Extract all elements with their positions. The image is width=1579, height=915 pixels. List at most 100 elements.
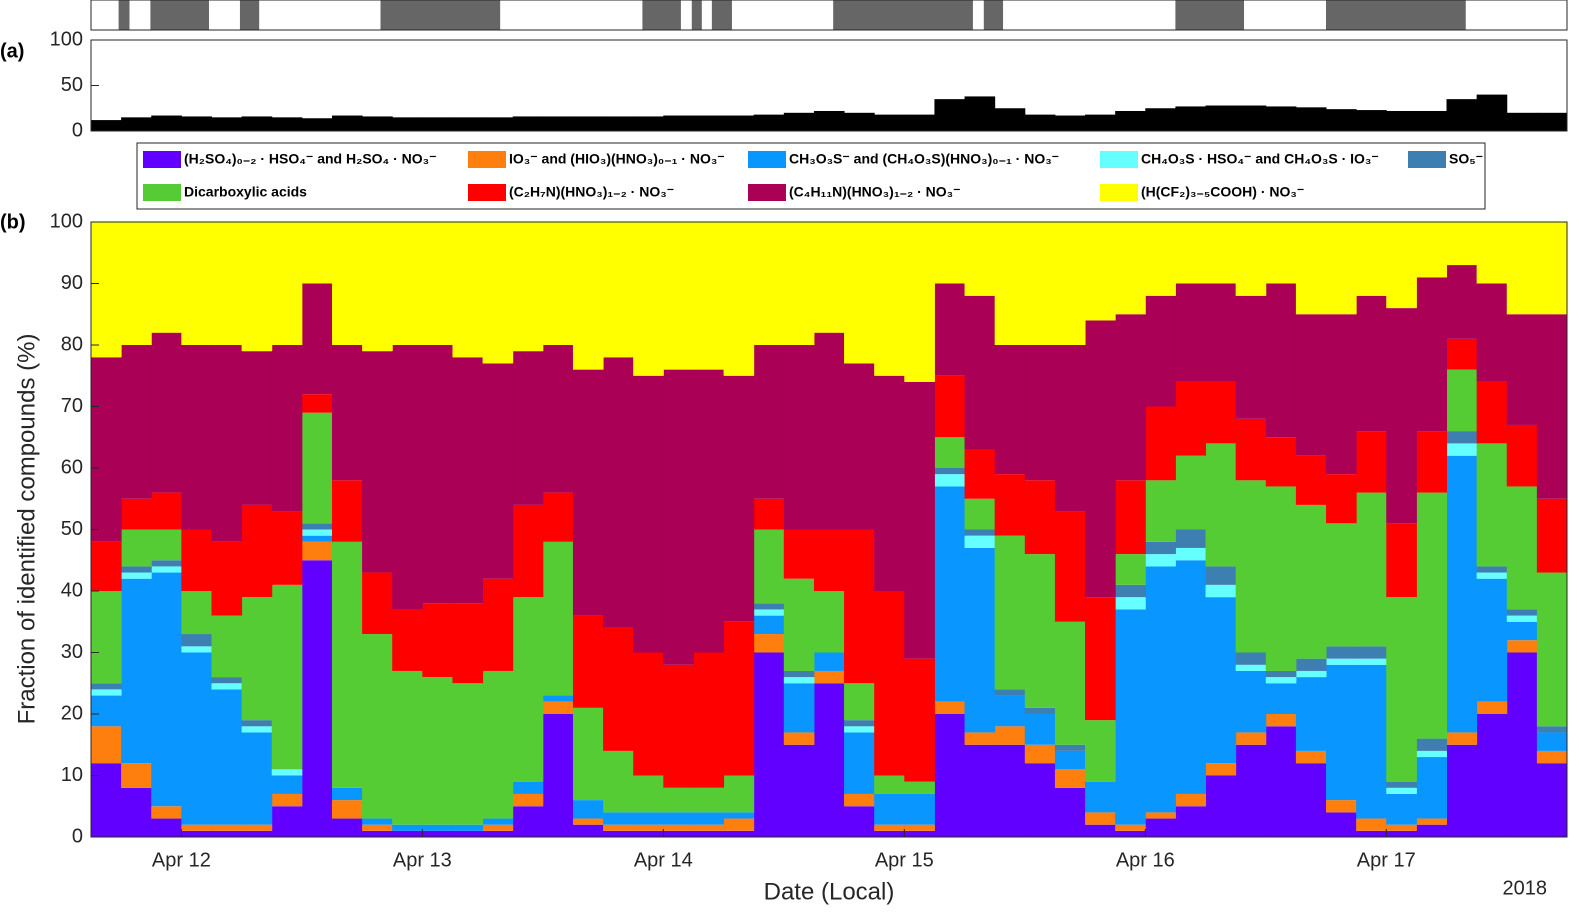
bar-segment bbox=[151, 492, 182, 530]
bar-segment bbox=[482, 670, 514, 819]
bar-segment bbox=[1235, 732, 1267, 745]
bar-segment bbox=[482, 578, 514, 671]
bar-segment bbox=[1145, 818, 1176, 837]
bar-segment bbox=[753, 222, 785, 345]
bar-segment bbox=[91, 689, 122, 696]
bar-segment bbox=[211, 677, 243, 684]
bar-segment bbox=[121, 498, 152, 530]
bar bbox=[422, 117, 453, 131]
bar-segment bbox=[331, 480, 363, 542]
interval bbox=[691, 0, 702, 30]
bar-segment bbox=[874, 775, 905, 794]
bar-segment bbox=[1115, 609, 1146, 825]
bar-segment bbox=[844, 529, 875, 684]
bar-segment bbox=[964, 529, 996, 536]
interval bbox=[150, 0, 209, 30]
bar-segment bbox=[301, 523, 333, 530]
bar-segment bbox=[1326, 800, 1357, 813]
bar-segment bbox=[1386, 830, 1417, 837]
bar-segment bbox=[1295, 455, 1327, 505]
legend-swatch bbox=[143, 151, 181, 168]
legend-swatch bbox=[748, 151, 786, 168]
bar-segment bbox=[1265, 222, 1297, 284]
bar-segment bbox=[151, 566, 182, 573]
legend-swatch bbox=[1408, 151, 1446, 168]
bar bbox=[633, 116, 664, 131]
bar-segment bbox=[753, 609, 785, 616]
bar-segment bbox=[1175, 529, 1207, 548]
bar bbox=[271, 117, 303, 131]
bar bbox=[813, 110, 845, 131]
interval bbox=[1326, 0, 1466, 30]
bar bbox=[211, 117, 243, 131]
bar-segment bbox=[1536, 726, 1568, 733]
bar bbox=[392, 117, 423, 131]
bar-segment bbox=[934, 486, 966, 702]
bar-segment bbox=[1205, 381, 1237, 444]
bar-segment bbox=[1054, 222, 1086, 345]
legend-label: Dicarboxylic acids bbox=[184, 184, 307, 200]
bar-segment bbox=[753, 529, 785, 604]
bar-segment bbox=[1024, 554, 1056, 708]
bar-segment bbox=[452, 222, 484, 358]
bar-segment bbox=[1235, 295, 1267, 419]
bar-segment bbox=[934, 714, 966, 837]
bar bbox=[1024, 114, 1056, 131]
bar bbox=[301, 118, 333, 131]
bar-segment bbox=[1326, 523, 1357, 647]
legend-label: SO₅⁻ bbox=[1449, 151, 1483, 167]
bar-segment bbox=[1085, 222, 1116, 321]
bar-segment bbox=[1265, 683, 1297, 714]
bar-segment bbox=[663, 787, 694, 813]
bar bbox=[542, 116, 574, 131]
bar-segment bbox=[572, 615, 604, 708]
bar-segment bbox=[1265, 726, 1297, 837]
bar-segment bbox=[181, 646, 212, 653]
bar-segment bbox=[1205, 763, 1237, 776]
bar-segment bbox=[452, 603, 484, 684]
bar-segment bbox=[1265, 437, 1297, 487]
bar-segment bbox=[1115, 830, 1146, 837]
bar-segment bbox=[482, 363, 514, 579]
legend-swatch bbox=[748, 184, 786, 201]
bar-segment bbox=[1326, 474, 1357, 524]
bar-segment bbox=[663, 824, 694, 831]
bar-segment bbox=[1386, 523, 1417, 598]
bar-segment bbox=[1326, 646, 1357, 659]
bar-segment bbox=[1235, 480, 1267, 653]
bar bbox=[663, 115, 694, 131]
bar-segment bbox=[1295, 670, 1327, 678]
bar-segment bbox=[934, 375, 966, 438]
bar-segment bbox=[301, 394, 333, 413]
y-tick-label: 0 bbox=[72, 119, 83, 141]
bar-segment bbox=[1356, 818, 1387, 831]
bar-segment bbox=[362, 572, 393, 635]
bar-segment bbox=[844, 222, 875, 364]
bar-segment bbox=[633, 775, 664, 813]
bar-segment bbox=[1416, 750, 1448, 758]
bar-segment bbox=[91, 726, 122, 764]
bar-segment bbox=[121, 787, 152, 837]
bar-segment bbox=[542, 714, 574, 837]
bar-segment bbox=[392, 222, 423, 345]
bar-segment bbox=[572, 818, 604, 825]
bar-segment bbox=[1085, 812, 1116, 825]
bar-segment bbox=[241, 504, 273, 598]
bar-segment bbox=[121, 763, 152, 788]
bar-segment bbox=[1416, 277, 1448, 432]
bar-segment bbox=[1476, 578, 1508, 702]
bar-segment bbox=[1416, 818, 1448, 825]
bar-segment bbox=[151, 818, 182, 837]
bar-segment bbox=[1356, 646, 1387, 659]
bar-segment bbox=[934, 468, 966, 475]
bar-segment bbox=[904, 824, 935, 831]
bar-segment bbox=[1145, 480, 1176, 542]
legend-swatch bbox=[468, 184, 506, 201]
bar bbox=[331, 115, 363, 131]
bar-segment bbox=[271, 345, 303, 512]
interval bbox=[711, 0, 732, 30]
bar-segment bbox=[1235, 222, 1267, 296]
bar-segment bbox=[542, 541, 574, 696]
bar-segment bbox=[1356, 492, 1387, 647]
bar-segment bbox=[874, 824, 905, 831]
